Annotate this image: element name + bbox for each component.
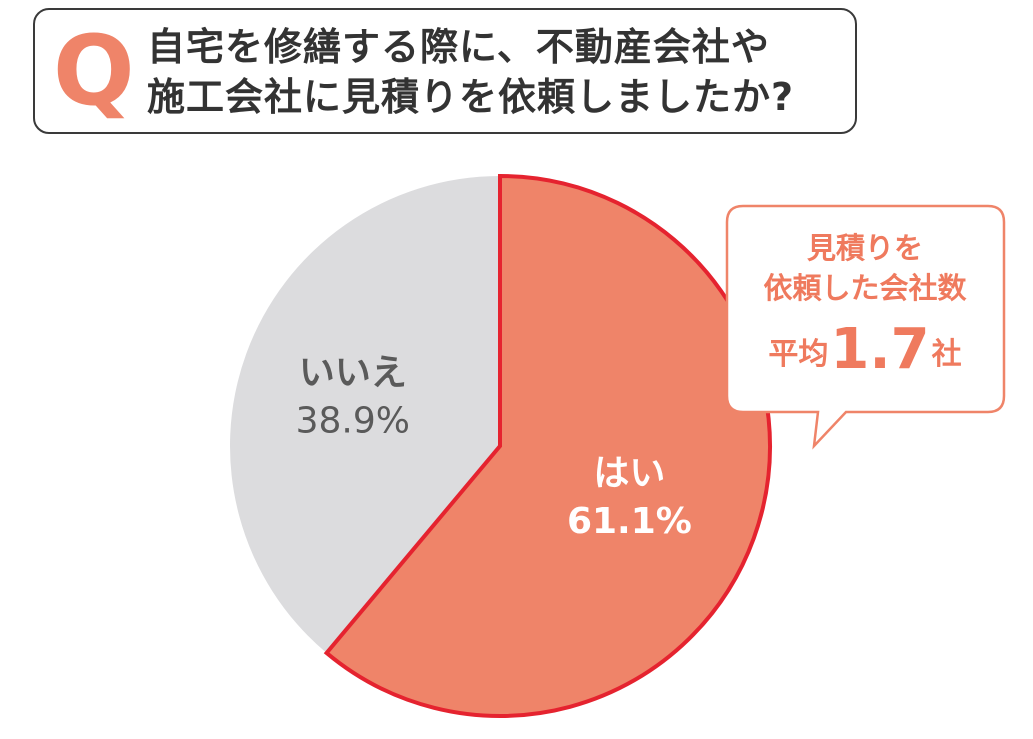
question-text: 自宅を修繕する際に、不動産会社や 施工会社に見積りを依頼しましたか? xyxy=(147,22,847,122)
question-q-icon: Q xyxy=(53,15,135,127)
pie-label-no: いいえ xyxy=(299,352,407,393)
question-line-2: 施工会社に見積りを依頼しましたか? xyxy=(147,75,795,119)
pie-slice-labels: はい 61.1% いいえ 38.9% xyxy=(296,352,692,542)
pie-value-label-no: 38.9% xyxy=(296,400,410,441)
pie-slices xyxy=(229,173,772,718)
pie-value-label-yes: 61.1% xyxy=(567,501,692,542)
callout-bubble xyxy=(725,204,1006,450)
pie-slice-yes-border xyxy=(323,173,772,718)
question-line-1: 自宅を修繕する際に、不動産会社や xyxy=(147,25,770,69)
callout-avg-prefix: 平均 xyxy=(768,337,829,372)
callout-content: 見積りを 依頼した会社数 平均1.7社 xyxy=(727,206,1003,385)
callout-line-1: 見積りを xyxy=(806,231,923,265)
callout-line-2: 依頼した会社数 xyxy=(763,271,967,305)
question-box: Q 自宅を修繕する際に、不動産会社や 施工会社に見積りを依頼しましたか? xyxy=(33,8,857,134)
callout-avg-value: 1.7 xyxy=(830,317,930,382)
callout-avg-suffix: 社 xyxy=(931,337,962,372)
pie-slice-no xyxy=(229,176,500,653)
pie-slice-yes xyxy=(326,176,770,717)
callout-average: 平均1.7社 xyxy=(727,320,1003,385)
pie-label-yes: はい xyxy=(593,453,665,494)
